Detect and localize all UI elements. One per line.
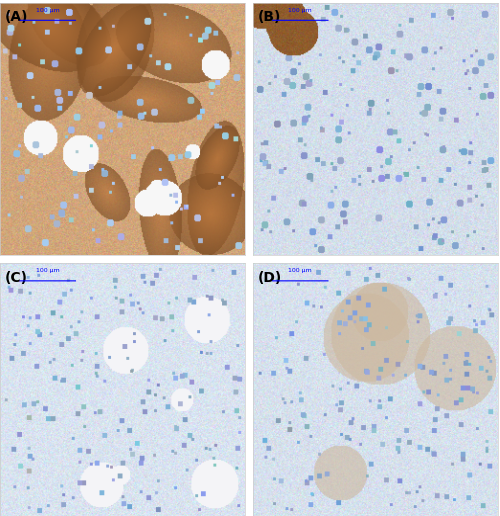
Text: 100 μm: 100 μm (288, 8, 312, 13)
Text: (C): (C) (5, 271, 28, 285)
Text: 100 μm: 100 μm (36, 8, 60, 13)
Text: 100 μm: 100 μm (36, 268, 60, 273)
Text: (D): (D) (258, 271, 281, 285)
Text: (A): (A) (5, 10, 28, 24)
Text: (B): (B) (258, 10, 281, 24)
Text: 100 μm: 100 μm (288, 268, 312, 273)
